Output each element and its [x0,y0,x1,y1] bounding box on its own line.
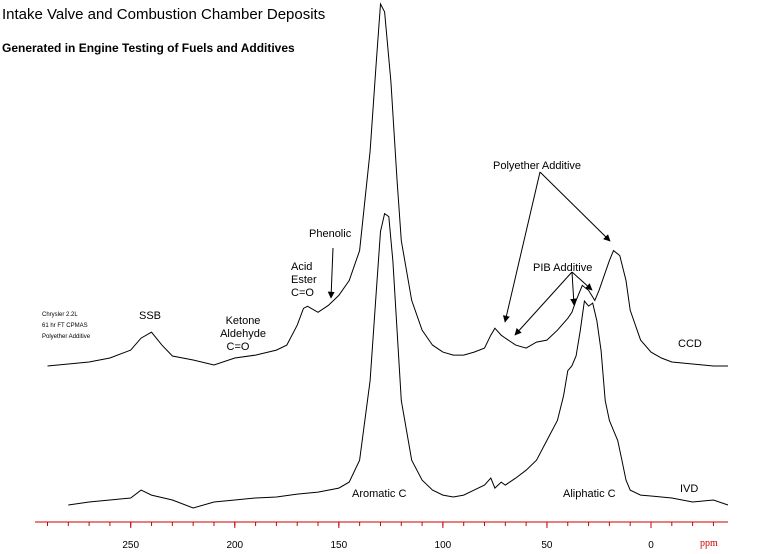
annotation: Aldehyde [220,328,266,340]
x-tick-label: 0 [648,540,654,549]
x-tick-label: 200 [226,540,243,549]
annotation: SSB [139,310,161,322]
annotation: Aliphatic C [563,488,616,500]
spectrum-line [47,2,728,367]
arrow [503,171,541,323]
annotation: Phenolic [309,228,352,240]
arrow [570,271,578,306]
x-tick-label: 150 [330,540,347,549]
annotation: Polyether Additive [493,160,581,172]
series-label: CCD [678,338,702,350]
arrow [327,247,335,299]
chart-subtitle: Generated in Engine Testing of Fuels and… [2,41,295,55]
series-label: IVD [680,483,698,495]
arrows [327,171,611,336]
note: 61 hr FT CPMAS [42,323,88,329]
annotation: C=O [227,341,250,353]
arrow [571,271,593,291]
x-tick-label: 100 [435,540,452,549]
annotation: Ketone [226,315,261,327]
x-axis-label: ppm [700,538,718,549]
x-tick-label: 50 [541,540,553,549]
annotation: C=O [291,287,314,299]
x-tick-label: 250 [122,540,139,549]
annotation: PIB Additive [533,262,592,274]
note: Polyether Additive [42,334,91,340]
annotation: Ester [291,274,317,286]
spectrum-line [68,212,729,509]
arrow [514,271,573,336]
annotation: Acid [291,261,312,273]
note: Chrysler 2.2L [42,312,78,318]
arrow [539,171,611,242]
chart-title: Intake Valve and Combustion Chamber Depo… [2,6,325,23]
annotation: Aromatic C [352,488,406,500]
